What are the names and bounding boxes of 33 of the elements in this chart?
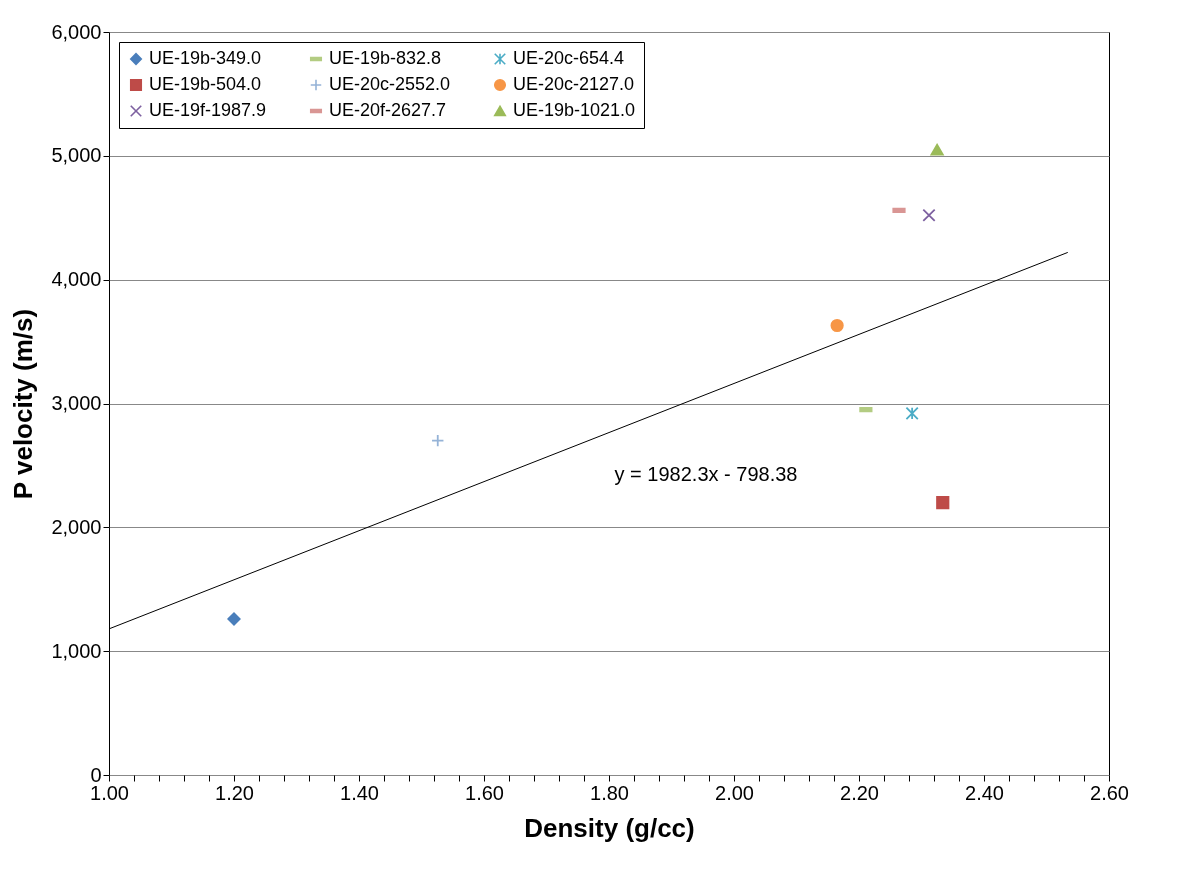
legend-label: UE-20c-654.4	[513, 48, 625, 68]
y-tick-label: 5,000	[51, 144, 102, 167]
point	[922, 208, 936, 222]
legend-label: UE-20f-2627.7	[329, 100, 447, 120]
y-tick-label: 6,000	[51, 20, 102, 43]
legend-label: UE-20c-2552.0	[329, 74, 451, 94]
legend-label: UE-19b-504.0	[149, 74, 262, 94]
legend-label: UE-19b-1021.0	[513, 100, 636, 120]
y-tick-label: 1,000	[51, 639, 102, 662]
legend-label: UE-19f-1987.9	[149, 100, 267, 120]
point	[227, 612, 241, 626]
x-tick-label: 2.60	[1090, 781, 1129, 804]
annotation: y = 1982.3x - 798.38	[614, 463, 798, 485]
y-tick-label: 2,000	[51, 515, 102, 538]
x-tick-label: 1.60	[465, 781, 504, 804]
y-tick-label: 3,000	[51, 392, 102, 414]
y-axis-title: P velocity (m/s)	[8, 308, 39, 500]
x-tick-label: 1.40	[340, 781, 379, 804]
legend-label: UE-20c-2127.0	[513, 74, 635, 94]
x-tick-label: 2.20	[840, 781, 879, 804]
y-tick-label: 4,000	[51, 268, 102, 291]
point	[905, 406, 919, 421]
x-tick-label: 2.40	[965, 781, 1004, 804]
x-axis-title: Density (g/cc)	[524, 812, 695, 843]
x-tick-label: 1.80	[590, 781, 629, 804]
point	[431, 434, 445, 448]
x-tick-label: 2.00	[715, 781, 754, 804]
point	[930, 143, 944, 156]
legend-label: UE-19b-349.0	[149, 48, 262, 68]
legend-label: UE-19b-832.8	[329, 48, 442, 68]
point	[830, 318, 844, 333]
x-tick-label: 1.20	[215, 781, 254, 804]
point	[936, 495, 950, 510]
